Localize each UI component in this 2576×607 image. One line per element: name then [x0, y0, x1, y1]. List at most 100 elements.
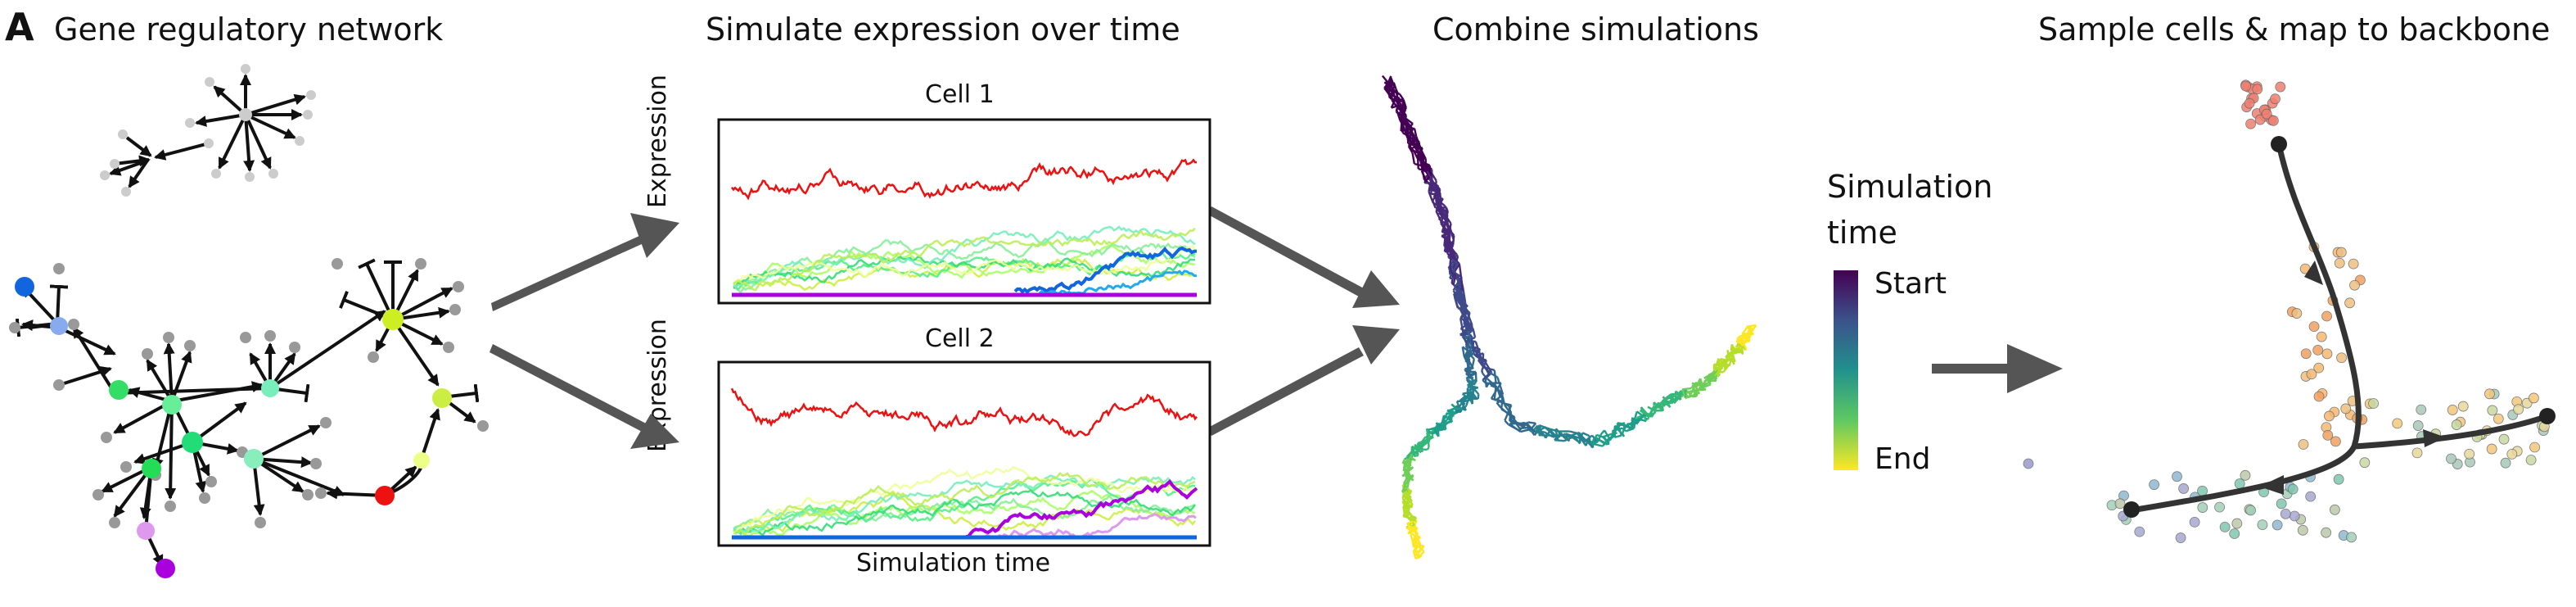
trajectory-segment	[1406, 467, 1410, 475]
trajectory-segment	[1632, 417, 1638, 425]
trajectory-segment	[1620, 422, 1633, 429]
cell-point	[2368, 398, 2379, 409]
cell-point	[2528, 392, 2539, 404]
trajectory-segment	[1604, 429, 1612, 441]
trajectory-segment	[1500, 406, 1514, 419]
cell-point	[2451, 419, 2462, 430]
trajectory-segment	[1413, 128, 1418, 138]
cell-point	[2289, 510, 2300, 522]
trajectory-segment	[1702, 383, 1710, 388]
trajectory-segment	[1447, 420, 1452, 424]
trajectory-segment	[1459, 402, 1466, 412]
trajectory-segment	[1730, 350, 1735, 360]
cell-point	[2349, 279, 2360, 291]
trajectory-segment	[1591, 440, 1599, 446]
trajectory-segment	[1411, 445, 1419, 451]
trajectory-segment	[1428, 191, 1434, 203]
trajectory-segment	[1621, 430, 1625, 435]
trajectory-segment	[1465, 396, 1470, 406]
trajectory-segment	[1417, 443, 1422, 447]
trajectory-segment	[1456, 306, 1462, 310]
trajectory-segment	[1389, 77, 1396, 88]
trajectory-segment	[1633, 424, 1636, 429]
cell-point	[2333, 473, 2344, 485]
trajectory-segment	[1459, 318, 1464, 333]
cell-point	[2189, 516, 2200, 528]
trajectory-segment	[1447, 256, 1459, 265]
trajectory-segment	[1417, 442, 1421, 445]
trajectory-segment	[1442, 428, 1446, 431]
trajectory-segment	[1426, 446, 1430, 451]
trajectory-segment	[1451, 407, 1463, 410]
cell-point	[2316, 331, 2327, 342]
cell-point	[2359, 457, 2371, 469]
cell-point	[2321, 348, 2333, 360]
trajectory-segment	[1460, 280, 1464, 292]
colorbar-end-label: End	[1874, 442, 1931, 476]
trajectory-segment	[1419, 160, 1426, 181]
trajectory-segment	[1441, 414, 1446, 423]
cell-point	[2346, 532, 2357, 543]
trajectory-segment	[1469, 338, 1476, 351]
grn-main-network	[9, 258, 489, 578]
trajectory-segment	[1451, 235, 1455, 246]
cell-point	[2525, 455, 2537, 465]
trajectory-segment	[1476, 352, 1485, 365]
trajectory-segment	[1739, 337, 1744, 343]
cell-point	[2240, 80, 2251, 92]
cell-point	[2348, 258, 2359, 270]
trajectory-segment	[1426, 170, 1436, 184]
expression-trace	[733, 255, 1196, 289]
cell-point	[2229, 528, 2240, 539]
expression-trace	[731, 158, 1197, 201]
trajectory-segment	[1449, 262, 1459, 279]
trajectory-segment	[1482, 379, 1487, 384]
cell-point	[2175, 532, 2186, 543]
trajectory-segment	[1615, 423, 1622, 428]
trajectory-segment	[1449, 247, 1453, 265]
trajectory-segment	[1390, 81, 1393, 85]
trajectory-segment	[1427, 426, 1437, 432]
trajectory-segment	[1594, 437, 1606, 444]
trajectory-segment	[1402, 515, 1408, 519]
trajectory-segment	[1412, 450, 1419, 455]
trajectory-segment	[1402, 466, 1407, 471]
trajectory-segment	[1477, 394, 1480, 400]
trajectory-segment	[1590, 437, 1596, 445]
trajectory-segment	[1681, 388, 1686, 396]
cell-point	[2446, 453, 2456, 464]
trajectory-segment	[1590, 444, 1595, 448]
trajectory-segment	[1452, 274, 1457, 285]
colorbar	[1834, 270, 1858, 470]
trajectory-segment	[1443, 414, 1452, 422]
trajectory-segment	[1401, 117, 1411, 127]
trajectory-segment	[1415, 531, 1419, 537]
trajectory-segment	[1432, 200, 1437, 209]
cell-point	[2231, 518, 2243, 529]
cell-point	[2297, 524, 2308, 536]
cell-point	[2134, 526, 2145, 537]
trajectory-segment	[1666, 400, 1671, 403]
trajectory-segment	[1461, 347, 1465, 357]
cell-point	[2486, 443, 2497, 455]
trajectory-segment	[1425, 433, 1430, 437]
cell-point	[2529, 442, 2540, 453]
trajectory-segment	[1423, 163, 1432, 175]
trajectory-segment	[1604, 439, 1610, 444]
cell-point	[2245, 118, 2257, 129]
cell-point	[2308, 321, 2320, 333]
colorbar-title-line1: Simulation	[1827, 169, 1993, 205]
cell-point	[2344, 297, 2356, 309]
sampled-cells	[2023, 79, 2550, 543]
trajectory-segment	[1489, 371, 1499, 378]
x-axis-label: Simulation time	[856, 549, 1051, 578]
cell-point	[2313, 362, 2325, 374]
cell-point	[2322, 429, 2334, 441]
trajectory-segment	[1434, 421, 1447, 433]
trajectory-segment	[1509, 423, 1522, 433]
trajectory-segment	[1493, 369, 1497, 384]
trajectory-segment	[1466, 319, 1474, 329]
cell-point	[2214, 501, 2225, 513]
trajectory-segment	[1659, 399, 1665, 405]
cell-point	[2330, 436, 2341, 447]
